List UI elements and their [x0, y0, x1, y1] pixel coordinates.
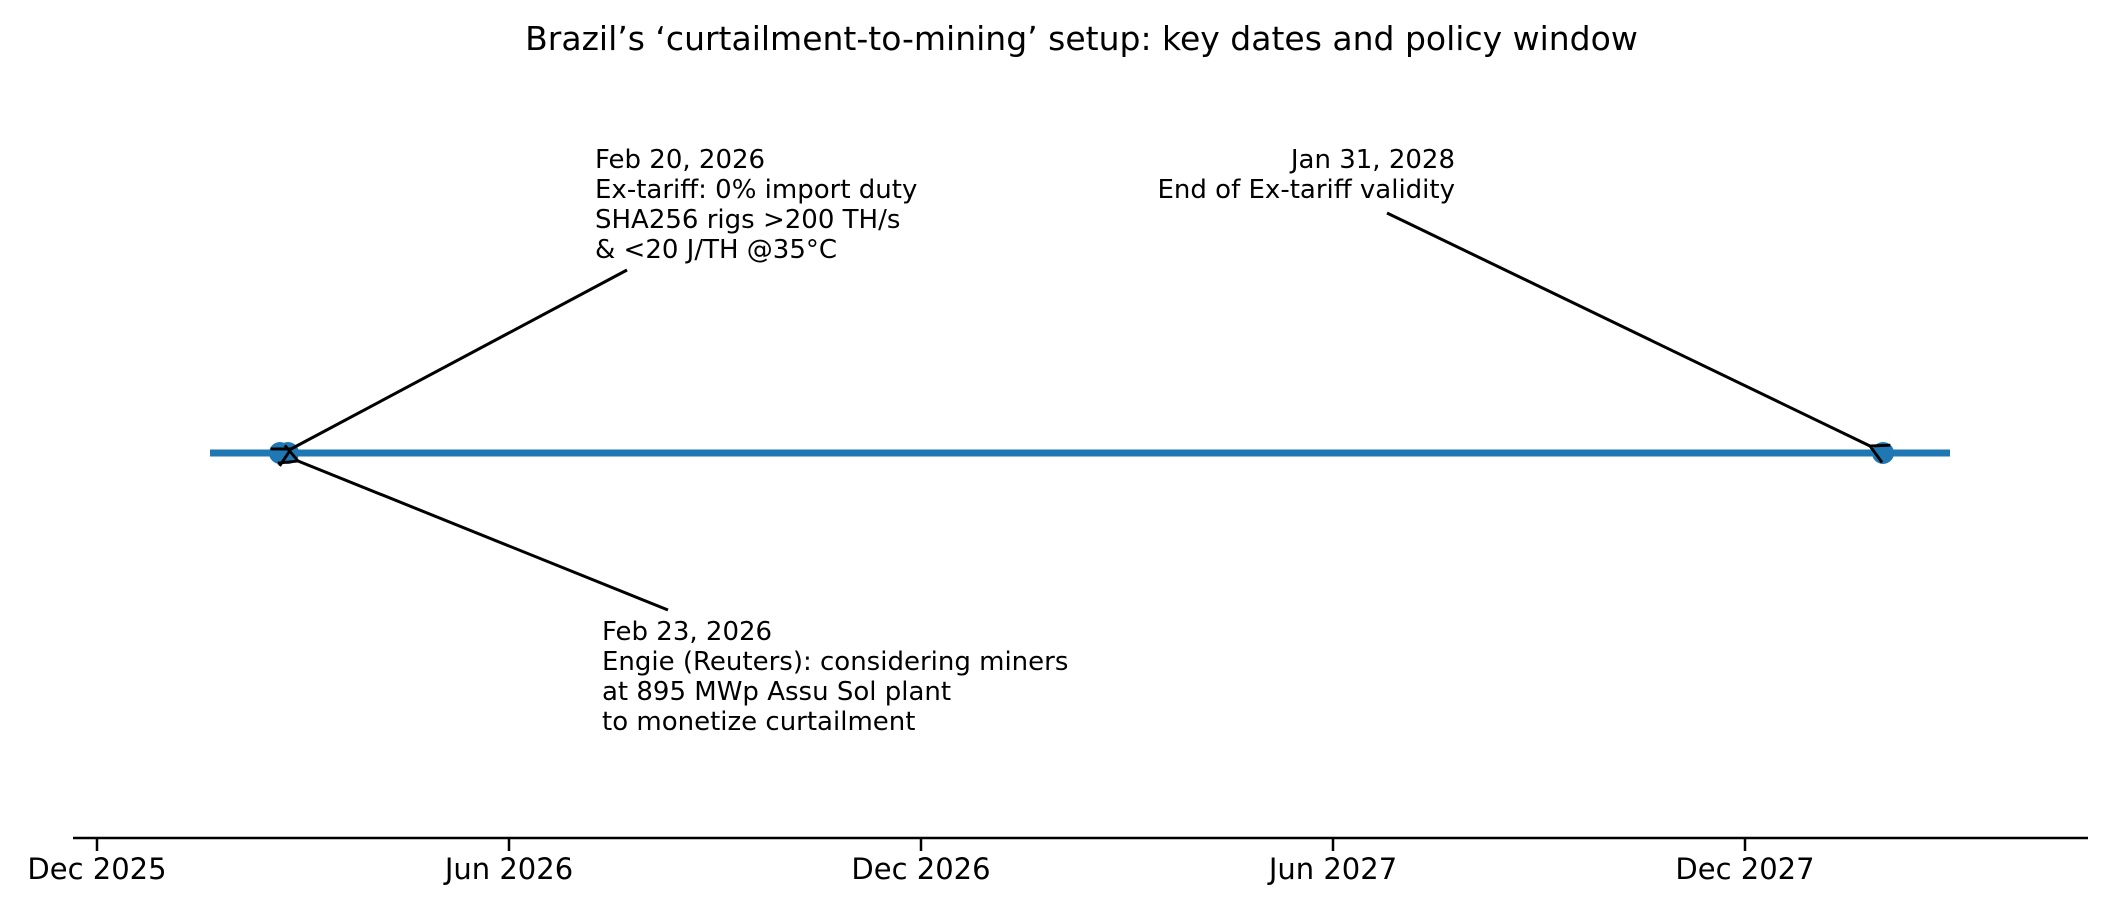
- annotation-line: Engie (Reuters): considering miners: [602, 647, 1069, 677]
- annotation-line: to monetize curtailment: [602, 707, 916, 737]
- annotation-line: & <20 J/TH @35°C: [595, 235, 838, 265]
- annotation-line: Jan 31, 2028: [1290, 145, 1455, 175]
- annotation-jan31-2028: Jan 31, 2028 End of Ex-tariff validity: [1158, 145, 1456, 205]
- annotation-arrow-feb23: [277, 444, 669, 612]
- x-tick-label-jun2026: Jun 2026: [444, 852, 574, 886]
- annotation-arrow-jan31: [1386, 211, 1891, 464]
- annotation-line: Ex-tariff: 0% import duty: [595, 175, 918, 205]
- annotation-line: SHA256 rigs >200 TH/s: [595, 205, 901, 235]
- annotation-feb20-2026: Feb 20, 2026 Ex-tariff: 0% import duty S…: [595, 145, 917, 265]
- chart-title: Brazil’s ‘curtailment-to-mining’ setup: …: [525, 19, 1638, 58]
- x-tick-label-jun2027: Jun 2027: [1268, 852, 1398, 886]
- x-tick-label-dec2025: Dec 2025: [27, 852, 167, 886]
- annotation-line: Feb 23, 2026: [602, 617, 773, 647]
- annotation-line: at 895 MWp Assu Sol plant: [602, 677, 952, 707]
- x-tick-label-dec2027: Dec 2027: [1675, 852, 1815, 886]
- annotation-arrow-feb20: [270, 268, 628, 467]
- annotation-line: Feb 20, 2026: [595, 145, 766, 175]
- event-marker-jan31-2028: [1872, 442, 1894, 464]
- annotation-line: End of Ex-tariff validity: [1157, 175, 1456, 205]
- annotation-feb23-2026: Feb 23, 2026 Engie (Reuters): considerin…: [602, 617, 1068, 737]
- x-tick-label-dec2026: Dec 2026: [851, 852, 991, 886]
